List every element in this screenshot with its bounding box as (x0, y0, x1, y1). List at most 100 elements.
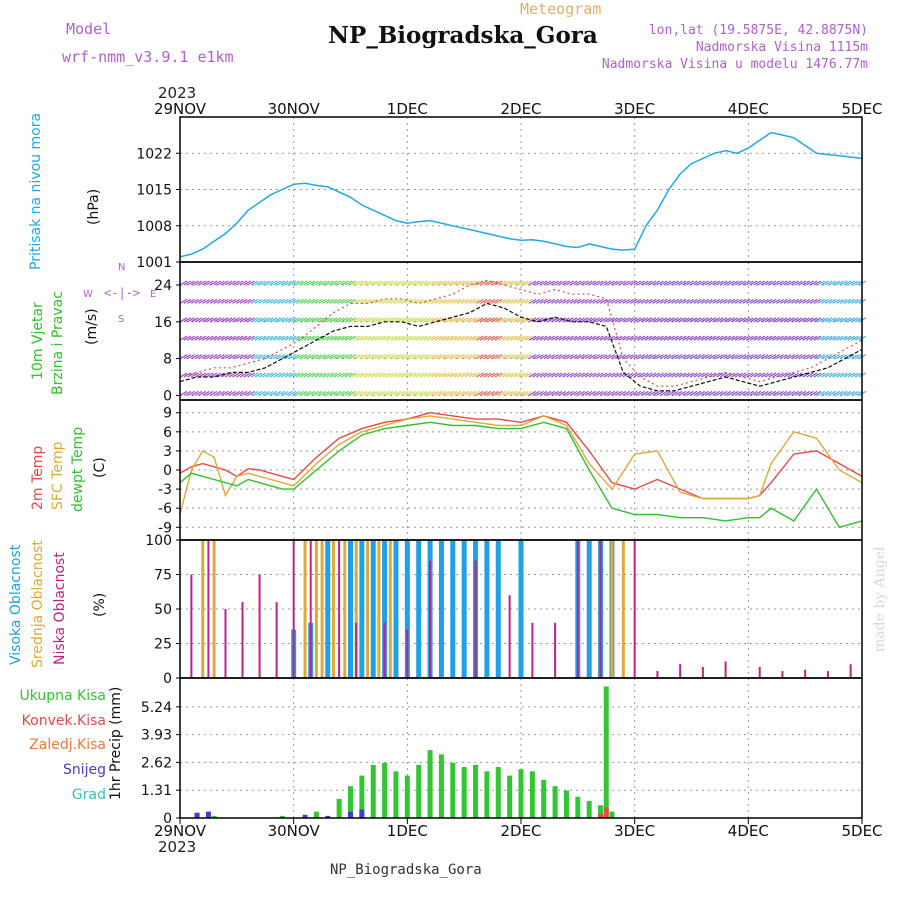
wind-barb (521, 280, 529, 286)
wind-barb (573, 317, 582, 323)
wind-barb (446, 298, 454, 304)
wind-barb (250, 354, 259, 360)
wind-barb (566, 354, 574, 360)
wind-barb (419, 317, 428, 323)
wind-barb (776, 335, 784, 341)
cloud-low-bar (531, 622, 534, 678)
wind-barb (179, 317, 188, 323)
wind-barb (768, 354, 777, 360)
wind-barb (220, 335, 229, 341)
wind-barb (464, 298, 473, 304)
wind-barb (592, 280, 600, 286)
wind-barb (239, 372, 248, 378)
wind-barb (581, 280, 589, 286)
wind-barb (235, 354, 244, 360)
wind-barb (813, 372, 822, 378)
wind-barb (314, 335, 323, 341)
wind-barb (340, 298, 349, 304)
wind-barb (577, 335, 585, 341)
wind-barb (292, 372, 300, 378)
wind-barb (337, 317, 345, 323)
precip-total-bar (495, 767, 501, 818)
wind-barb (693, 335, 702, 341)
wind-barb (686, 317, 694, 323)
wind-barb (449, 390, 458, 396)
wind-barb (322, 298, 330, 304)
wind-barb (851, 354, 859, 360)
wind-barb (704, 317, 713, 323)
wind-barb (502, 317, 510, 323)
wind-barb (821, 354, 829, 360)
x-tick-label-top: 3DEC (614, 100, 655, 118)
y-tick-label: 1001 (136, 255, 172, 271)
wind-barb (194, 354, 203, 360)
wind-barb (734, 298, 743, 304)
wind-barb (202, 335, 210, 341)
wind-barb (337, 390, 345, 396)
cloud-high-bar (586, 540, 592, 678)
wind-barb (847, 298, 855, 304)
wind-barb (446, 335, 454, 341)
wind-barb (389, 298, 398, 304)
wind-barb (284, 372, 293, 378)
wind-barb (213, 335, 222, 341)
wind-barb (374, 317, 383, 323)
wind-barb (371, 335, 379, 341)
wind-barb (772, 317, 780, 323)
wind-barb (228, 280, 237, 286)
wind-barb (663, 390, 672, 396)
wind-barb (393, 335, 402, 341)
wind-barb (652, 372, 660, 378)
wind-barb (224, 317, 233, 323)
wind-barb (764, 372, 773, 378)
wind-barb (198, 335, 207, 341)
wind-barb (686, 298, 694, 304)
wind-barb (794, 335, 803, 341)
wind-barb (371, 317, 379, 323)
wind-barb (318, 280, 327, 286)
wind-barb (228, 354, 237, 360)
wind-barb (371, 390, 379, 396)
wind-barb (614, 354, 623, 360)
wind-barb (374, 390, 383, 396)
wind-barb (588, 317, 597, 323)
wind-barb (190, 317, 199, 323)
wind-barb (348, 354, 357, 360)
wind-barb (671, 372, 679, 378)
wind-barb (277, 317, 285, 323)
wind-barb (753, 354, 762, 360)
wind-barb (528, 390, 537, 396)
wind-barb (292, 354, 300, 360)
wind-barb (776, 317, 784, 323)
wind-barb (310, 390, 319, 396)
wind-barb (247, 280, 255, 286)
wind-barb (596, 335, 604, 341)
wind-barb (329, 335, 338, 341)
wind-barb (809, 298, 818, 304)
wind-barb (581, 372, 589, 378)
wind-barb (843, 335, 852, 341)
wind-barb (791, 390, 799, 396)
wind-barb (839, 298, 848, 304)
wind-barb (250, 372, 259, 378)
wind-barb (813, 317, 822, 323)
wind-barb (716, 317, 724, 323)
wind-barb (547, 298, 555, 304)
wind-barb (629, 280, 638, 286)
wind-barb (839, 335, 848, 341)
wind-barb (528, 280, 537, 286)
wind-barb (404, 317, 413, 323)
wind-barb (224, 390, 233, 396)
cloud-mid-bar (331, 540, 335, 678)
wind-barb (599, 317, 608, 323)
wind-barb (269, 317, 278, 323)
wind-barb (622, 390, 630, 396)
wind-barb (468, 354, 477, 360)
wind-barb (674, 335, 683, 341)
wind-barb (217, 335, 225, 341)
wind-barb (404, 335, 413, 341)
wind-barb (401, 354, 409, 360)
cloud-high-bar (404, 540, 410, 678)
wind-barb (449, 298, 458, 304)
wind-barb (539, 390, 548, 396)
